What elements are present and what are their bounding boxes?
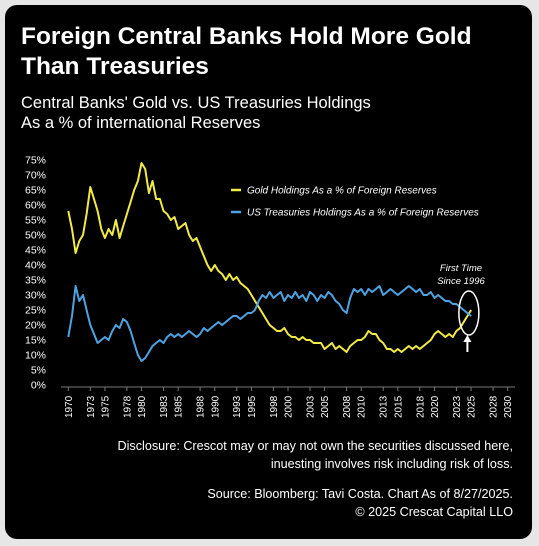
y-tick-label: 55% [25, 215, 46, 227]
x-tick-label: 2020 [430, 395, 441, 418]
title-line-1: Foreign Central Banks Hold More Gold [21, 23, 472, 50]
title-line-2: Than Treasuries [21, 53, 209, 80]
x-tick-label: 1980 [137, 395, 148, 418]
y-tick-label: 70% [25, 170, 46, 182]
x-tick-label: 2015 [393, 395, 404, 418]
x-tick-label: 2018 [415, 395, 426, 418]
series-layer [67, 162, 472, 362]
y-tick-label: 50% [25, 230, 46, 242]
annotation-text: First Time [440, 263, 482, 274]
x-tick-label: 2008 [342, 395, 353, 418]
treasuries-series-line [67, 285, 472, 362]
gold-series-line [67, 162, 472, 353]
y-tick-label: 5% [31, 365, 46, 377]
x-tick-label: 2030 [503, 395, 514, 418]
y-tick-label: 75% [25, 155, 46, 167]
x-tick-label: 1998 [269, 395, 280, 418]
x-tick-label: 1983 [159, 395, 170, 418]
x-tick-label: 2025 [467, 395, 478, 418]
y-tick-label: 35% [25, 275, 46, 287]
x-tick-label: 2003 [305, 395, 316, 418]
legend-label: Gold Holdings As a % of Foreign Reserves [247, 186, 437, 197]
x-tick-label: 1975 [100, 395, 111, 418]
x-tick-label: 2000 [284, 395, 295, 418]
y-tick-label: 25% [25, 305, 46, 317]
x-tick-label: 2023 [452, 395, 463, 418]
annotation-arrowhead [463, 335, 472, 342]
x-tick-label: 1990 [210, 395, 221, 418]
chart-title: Foreign Central Banks Hold More Gold Tha… [21, 22, 521, 82]
x-tick-label: 2005 [320, 395, 331, 418]
x-tick-label: 1993 [232, 395, 243, 418]
x-tick-label: 1973 [86, 395, 97, 418]
x-tick-label: 1995 [247, 395, 258, 418]
source: Source: Bloomberg: Tavi Costa. Chart As … [33, 485, 513, 521]
subtitle-line-2: As a % of international Reserves [21, 114, 261, 132]
disclosure-line-1: Disclosure: Crescot may or may not own t… [117, 439, 513, 453]
annotation-circle [458, 290, 480, 336]
disclosure-line-2: inuesting involves risk including risk o… [270, 457, 513, 471]
x-axis: 1970 1973 1975 1978 1980 1983 1985 1988 1990 1993… [61, 386, 515, 418]
line-chart: 0% 5% 10% 15% 20% 25% 30% 35% 40% 45% 50% 55% 60% 65%… [25, 155, 515, 418]
x-tick-label: 1970 [64, 395, 75, 418]
y-tick-label: 65% [25, 185, 46, 197]
annotation-text: Since 1996 [437, 276, 485, 287]
legend-label: US Treasuries Holdings As a % of Foreign… [247, 208, 479, 219]
x-tick-label: 1985 [174, 395, 185, 418]
source-line-2: © 2025 Crescat Capital LLO [355, 505, 513, 519]
first-time-annotation: First Time Since 1996 [437, 263, 485, 352]
y-tick-label: 20% [25, 320, 46, 332]
x-tick-label: 2013 [379, 395, 390, 418]
x-tick-label: 1988 [196, 395, 207, 418]
legend: Gold Holdings As a % of Foreign Reserves… [231, 186, 479, 219]
subtitle-line-1: Central Banks' Gold vs. US Treasuries Ho… [21, 94, 371, 112]
y-tick-label: 10% [25, 350, 46, 362]
y-tick-label: 40% [25, 260, 46, 272]
x-tick-label: 2010 [357, 395, 368, 418]
y-tick-label: 15% [25, 335, 46, 347]
source-line-1: Source: Bloomberg: Tavi Costa. Chart As … [207, 487, 513, 501]
y-axis: 0% 5% 10% 15% 20% 25% 30% 35% 40% 45% 50% 55% 60% 65%… [25, 155, 46, 392]
chart-card: Foreign Central Banks Hold More Gold Tha… [5, 5, 532, 539]
y-tick-label: 30% [25, 290, 46, 302]
disclosure: Disclosure: Crescot may or may not own t… [33, 437, 513, 473]
x-tick-label: 2028 [489, 395, 500, 418]
chart-subtitle: Central Banks' Gold vs. US Treasuries Ho… [21, 93, 521, 133]
x-tick-label: 1978 [122, 395, 133, 418]
y-tick-label: 45% [25, 245, 46, 257]
y-tick-label: 60% [25, 200, 46, 212]
y-tick-label: 0% [31, 380, 46, 392]
